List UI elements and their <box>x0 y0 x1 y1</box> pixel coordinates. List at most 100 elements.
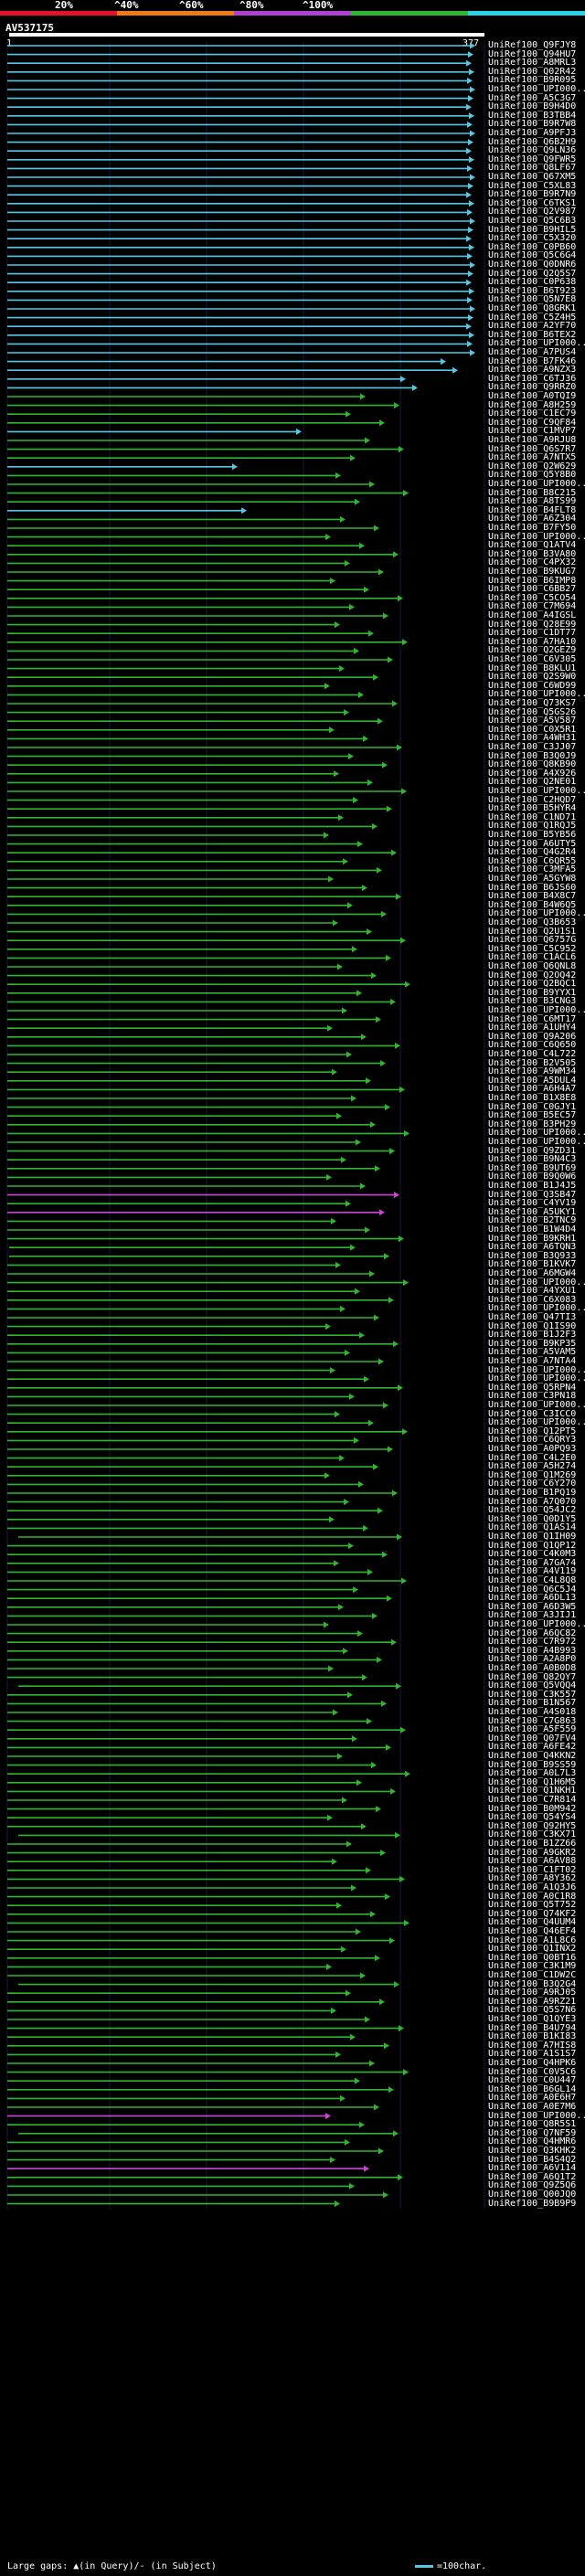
hit-label[interactable]: UniRef100_Q2W629 <box>488 461 577 472</box>
hit-label[interactable]: UniRef100_Q92HY5 <box>488 1820 577 1831</box>
hit-label[interactable]: UniRef100_B3Q0J9 <box>488 750 577 761</box>
hit-label[interactable]: UniRef100_B1PQ19 <box>488 1488 577 1498</box>
hit-label[interactable]: UniRef100_B9Q0W6 <box>488 1171 577 1182</box>
hit-label[interactable]: UniRef100_A5H274 <box>488 1461 577 1472</box>
hit-label[interactable]: UniRef100_B4U794 <box>488 2022 577 2033</box>
hit-label[interactable]: UniRef100_Q6S7R7 <box>488 443 577 454</box>
hit-label[interactable]: UniRef100_UPI000... <box>488 689 585 700</box>
hit-label[interactable]: UniRef100_A6MGW4 <box>488 1268 577 1278</box>
hit-label[interactable]: UniRef100_Q02R42 <box>488 66 577 77</box>
hit-label[interactable]: UniRef100_Q1NKH1 <box>488 1786 577 1797</box>
hit-label[interactable]: UniRef100_A5V587 <box>488 716 577 726</box>
hit-label[interactable]: UniRef100_A9RJU8 <box>488 435 577 445</box>
hit-label[interactable]: UniRef100_B9N4C3 <box>488 1154 577 1165</box>
hit-label[interactable]: UniRef100_B9KRH1 <box>488 1233 577 1244</box>
hit-label[interactable]: UniRef100_C4L2E0 <box>488 1452 577 1463</box>
hit-label[interactable]: UniRef100_C6MT17 <box>488 1013 577 1024</box>
hit-label[interactable]: UniRef100_Q9LN36 <box>488 145 577 156</box>
hit-label[interactable]: UniRef100_B9R7W8 <box>488 119 577 130</box>
hit-label[interactable]: UniRef100_B3Q2G4 <box>488 1978 577 1989</box>
hit-label[interactable]: UniRef100_A1UHY4 <box>488 1023 577 1034</box>
hit-label[interactable]: UniRef100_Q1H6M5 <box>488 1776 577 1787</box>
hit-label[interactable]: UniRef100_C0U447 <box>488 2075 577 2086</box>
hit-label[interactable]: UniRef100_Q46EF4 <box>488 1926 577 1936</box>
hit-label[interactable]: UniRef100_Q9Z5Q6 <box>488 2180 577 2191</box>
hit-label[interactable]: UniRef100_A1L8C6 <box>488 1935 577 1945</box>
hit-label[interactable]: UniRef100_B9R095 <box>488 75 577 86</box>
hit-label[interactable]: UniRef100_B1W4D4 <box>488 1224 577 1235</box>
hit-label[interactable]: UniRef100_Q8LF67 <box>488 163 577 174</box>
hit-label[interactable]: UniRef100_A5C3G7 <box>488 92 577 103</box>
hit-label[interactable]: UniRef100_A0PQ93 <box>488 1444 577 1454</box>
hit-label[interactable]: UniRef100_Q12PT5 <box>488 1426 577 1436</box>
hit-label[interactable]: UniRef100_B6JS60 <box>488 882 577 893</box>
hit-label[interactable]: UniRef100_B3TBB4 <box>488 110 577 121</box>
hit-label[interactable]: UniRef100_Q4UUM4 <box>488 1917 577 1928</box>
hit-label[interactable]: UniRef100_A7HIS8 <box>488 2040 577 2051</box>
hit-label[interactable]: UniRef100_A7NTX5 <box>488 452 577 463</box>
hit-label[interactable]: UniRef100_B6IMP8 <box>488 575 577 586</box>
hit-label[interactable]: UniRef100_Q5VQQ4 <box>488 1680 577 1691</box>
hit-label[interactable]: UniRef100_C7M694 <box>488 601 577 612</box>
hit-label[interactable]: UniRef100_A5F559 <box>488 1724 577 1735</box>
hit-label[interactable]: UniRef100_Q6757G <box>488 935 577 946</box>
hit-label[interactable]: UniRef100_Q2V987 <box>488 207 577 217</box>
hit-label[interactable]: UniRef100_A7GA74 <box>488 1557 577 1568</box>
hit-label[interactable]: UniRef100_B6T923 <box>488 285 577 296</box>
hit-label[interactable]: UniRef100_A0E6H7 <box>488 2093 577 2104</box>
hit-label[interactable]: UniRef100_A8Y362 <box>488 1873 577 1884</box>
hit-label[interactable]: UniRef100_C5XL83 <box>488 180 577 191</box>
hit-label[interactable]: UniRef100_C1ND71 <box>488 811 577 822</box>
hit-label[interactable]: UniRef100_B3Q933 <box>488 1250 577 1261</box>
hit-label[interactable]: UniRef100_UPI000... <box>488 1005 585 1015</box>
hit-label[interactable]: UniRef100_A5DUL4 <box>488 1075 577 1086</box>
hit-label[interactable]: UniRef100_A5UKY1 <box>488 1206 577 1217</box>
hit-label[interactable]: UniRef100_UPI000... <box>488 1400 585 1410</box>
hit-label[interactable]: UniRef100_B1J2F3 <box>488 1330 577 1341</box>
hit-label[interactable]: UniRef100_B0M942 <box>488 1803 577 1814</box>
hit-label[interactable]: UniRef100_C0V5C6 <box>488 2066 577 2077</box>
hit-label[interactable]: UniRef100_Q2S9W0 <box>488 672 577 683</box>
hit-label[interactable]: UniRef100_A1Q3J6 <box>488 1882 577 1892</box>
hit-label[interactable]: UniRef100_B9SS59 <box>488 1759 577 1770</box>
hit-label[interactable]: UniRef100_C4K0M3 <box>488 1549 577 1560</box>
hit-label[interactable]: UniRef100_Q0BT16 <box>488 1952 577 1963</box>
hit-label[interactable]: UniRef100_UPI000... <box>488 1128 585 1139</box>
hit-label[interactable]: UniRef100_UPI000... <box>488 1417 585 1428</box>
hit-label[interactable]: UniRef100_UPI000... <box>488 479 585 489</box>
hit-label[interactable]: UniRef100_B4FLT8 <box>488 504 577 515</box>
hit-label[interactable]: UniRef100_A6UTY5 <box>488 838 577 849</box>
hit-label[interactable]: UniRef100_A8MRL3 <box>488 58 577 69</box>
hit-label[interactable]: UniRef100_Q1IS90 <box>488 1320 577 1331</box>
hit-label[interactable]: UniRef100_Q73KS7 <box>488 698 577 708</box>
hit-label[interactable]: UniRef100_C3K557 <box>488 1689 577 1700</box>
hit-label[interactable]: UniRef100_Q5N7E8 <box>488 294 577 305</box>
hit-label[interactable]: UniRef100_B9UT69 <box>488 1162 577 1173</box>
hit-label[interactable]: UniRef100_Q5GS26 <box>488 706 577 717</box>
hit-label[interactable]: UniRef100_Q2U1S1 <box>488 926 577 937</box>
hit-label[interactable]: UniRef100_Q1QYE3 <box>488 2014 577 2024</box>
hit-label[interactable]: UniRef100_C6Q650 <box>488 1040 577 1051</box>
hit-label[interactable]: UniRef100_C6QRY3 <box>488 1435 577 1446</box>
hit-label[interactable]: UniRef100_C4PX32 <box>488 557 577 568</box>
hit-label[interactable]: UniRef100_C3K1M9 <box>488 1961 577 1972</box>
hit-label[interactable]: UniRef100_B4S4Q2 <box>488 2154 577 2165</box>
hit-label[interactable]: UniRef100_C5X320 <box>488 233 577 244</box>
hit-label[interactable]: UniRef100_B9R7N9 <box>488 189 577 200</box>
hit-label[interactable]: UniRef100_A0E7M6 <box>488 2102 577 2112</box>
hit-label[interactable]: UniRef100_A8TS99 <box>488 496 577 507</box>
hit-label[interactable]: UniRef100_Q5S7N6 <box>488 2005 577 2016</box>
hit-label[interactable]: UniRef100_Q74KF2 <box>488 1908 577 1919</box>
hit-label[interactable]: UniRef100_B8KLU1 <box>488 663 577 673</box>
hit-label[interactable]: UniRef100_A4YXU1 <box>488 1286 577 1297</box>
hit-label[interactable]: UniRef100_B9KP35 <box>488 1338 577 1349</box>
hit-label[interactable]: UniRef100_Q1RQJ5 <box>488 821 577 832</box>
hit-label[interactable]: UniRef100_B5EC57 <box>488 1110 577 1121</box>
hit-label[interactable]: UniRef100_B3CNG3 <box>488 996 577 1007</box>
hit-label[interactable]: UniRef100_Q9RRZ0 <box>488 382 577 393</box>
hit-label[interactable]: UniRef100_B3PH29 <box>488 1118 577 1129</box>
hit-label[interactable]: UniRef100_UPI000... <box>488 1373 585 1384</box>
hit-label[interactable]: UniRef100_Q1M269 <box>488 1469 577 1480</box>
hit-label[interactable]: UniRef100_B1X8E8 <box>488 1093 577 1103</box>
hit-label[interactable]: UniRef100_Q2OQ42 <box>488 970 577 981</box>
